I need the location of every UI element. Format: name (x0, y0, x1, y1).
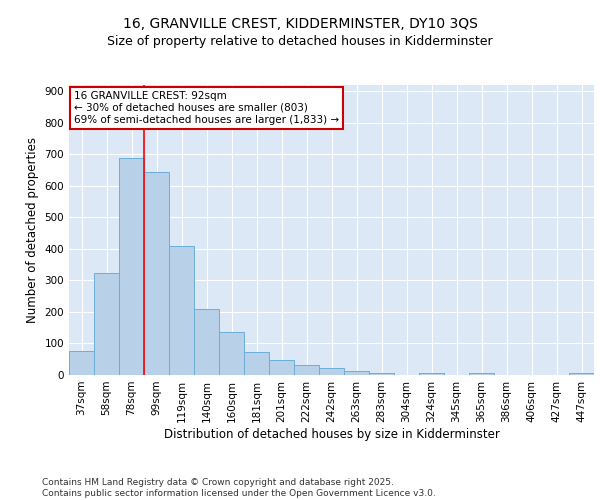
Bar (94, 272, 119, 375)
Bar (144, 172, 169, 375)
Bar (119, 158, 144, 375)
Y-axis label: Number of detached properties: Number of detached properties (26, 137, 39, 323)
Bar (194, 310, 219, 375)
Text: 16, GRANVILLE CREST, KIDDERMINSTER, DY10 3QS: 16, GRANVILLE CREST, KIDDERMINSTER, DY10… (122, 18, 478, 32)
Bar (244, 352, 269, 375)
Bar (319, 368, 344, 375)
Bar (294, 364, 319, 375)
Bar (219, 332, 244, 375)
Text: Contains HM Land Registry data © Crown copyright and database right 2025.
Contai: Contains HM Land Registry data © Crown c… (42, 478, 436, 498)
Bar (344, 371, 369, 375)
Text: 16 GRANVILLE CREST: 92sqm
← 30% of detached houses are smaller (803)
69% of semi: 16 GRANVILLE CREST: 92sqm ← 30% of detac… (74, 92, 339, 124)
Bar (369, 374, 394, 375)
X-axis label: Distribution of detached houses by size in Kidderminster: Distribution of detached houses by size … (164, 428, 499, 440)
Bar (469, 374, 494, 375)
Bar (269, 360, 294, 375)
Text: Size of property relative to detached houses in Kidderminster: Size of property relative to detached ho… (107, 35, 493, 48)
Bar (169, 246, 194, 375)
Bar (569, 373, 594, 375)
Bar (69, 352, 94, 375)
Bar (419, 374, 444, 375)
